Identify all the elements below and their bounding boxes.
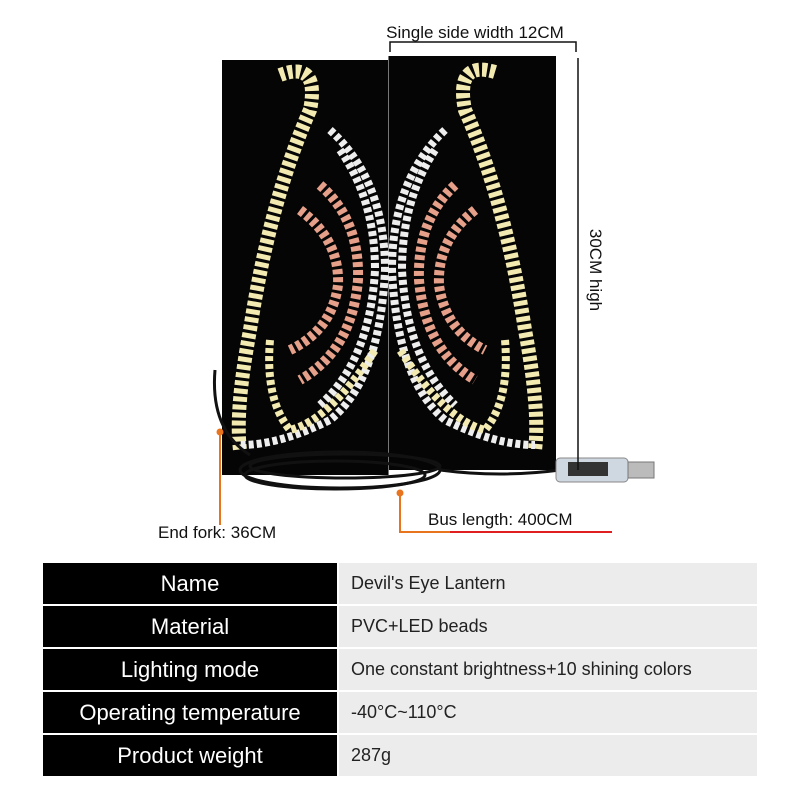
- spec-key: Product weight: [43, 735, 337, 776]
- spec-value: 287g: [339, 735, 757, 776]
- spec-row: Product weight 287g: [43, 735, 757, 776]
- led-band: [456, 62, 544, 451]
- spec-key: Operating temperature: [43, 692, 337, 733]
- spec-row: Operating temperature -40°C~110°C: [43, 692, 757, 733]
- spec-key: Lighting mode: [43, 649, 337, 690]
- left-leds: [231, 64, 390, 451]
- width-bracket: [389, 41, 577, 52]
- led-band: [387, 127, 536, 449]
- led-band: [397, 147, 458, 408]
- led-band: [231, 64, 319, 451]
- led-band: [396, 339, 510, 435]
- spec-row: Material PVC+LED beads: [43, 606, 757, 647]
- fork-label: End fork: 36CM: [158, 523, 276, 542]
- bus-label: Bus length: 400CM: [428, 510, 573, 529]
- fork-dot: [216, 428, 224, 436]
- spec-value: One constant brightness+10 shining color…: [339, 649, 757, 690]
- led-band: [317, 147, 380, 408]
- usb-chip: [568, 462, 608, 476]
- led-band: [265, 339, 379, 435]
- led-band: [287, 206, 344, 355]
- height-label: 30CM high: [586, 229, 605, 311]
- spec-value: -40°C~110°C: [339, 692, 757, 733]
- cable: [212, 369, 561, 491]
- led-band: [433, 206, 488, 355]
- spec-key: Name: [43, 563, 337, 604]
- led-band: [297, 181, 364, 385]
- bus-dot: [396, 489, 404, 497]
- product-image: Single side width 12CM 30CM high End for…: [158, 23, 655, 542]
- spec-key: Material: [43, 606, 337, 647]
- spec-table: Name Devil's Eye Lantern Material PVC+LED b…: [43, 563, 757, 778]
- spec-row: Name Devil's Eye Lantern: [43, 563, 757, 604]
- right-leds: [387, 62, 544, 451]
- spec-row: Lighting mode One constant brightness+10 …: [43, 649, 757, 690]
- width-label: Single side width 12CM: [386, 23, 564, 42]
- left-panel: [222, 60, 388, 475]
- spec-value: Devil's Eye Lantern: [339, 563, 757, 604]
- spec-value: PVC+LED beads: [339, 606, 757, 647]
- usb-plug: [627, 461, 655, 479]
- led-band: [413, 181, 478, 385]
